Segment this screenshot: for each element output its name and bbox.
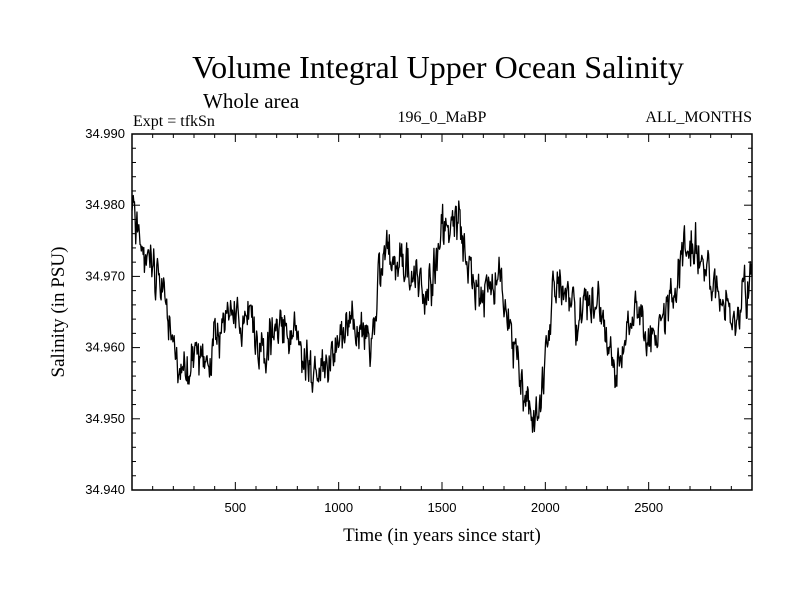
x-tick-label: 1500 (428, 500, 457, 515)
y-tick-label: 34.970 (85, 268, 125, 283)
y-tick-label: 34.980 (85, 197, 125, 212)
chart-subtitle: Whole area (203, 89, 300, 113)
x-tick-label: 500 (224, 500, 246, 515)
x-tick-labels: 500 1000 1500 2000 2500 (224, 500, 663, 515)
y-tick-labels: 34.940 34.950 34.960 34.970 34.980 34.990 (85, 126, 125, 497)
y-tick-label: 34.950 (85, 411, 125, 426)
plot-area (131, 133, 753, 491)
salinity-series-line (131, 194, 753, 433)
y-tick-label: 34.960 (85, 340, 125, 355)
x-axis-label: Time (in years since start) (343, 525, 541, 546)
experiment-label: Expt = tfkSn (133, 113, 215, 130)
months-label: ALL_MONTHS (645, 109, 752, 126)
x-tick-label: 2500 (634, 500, 663, 515)
x-tick-label: 1000 (324, 500, 353, 515)
center-label: 196_0_MaBP (398, 109, 487, 126)
x-tick-label: 2000 (531, 500, 560, 515)
y-tick-label: 34.940 (85, 482, 125, 497)
plot-frame (131, 133, 753, 491)
y-axis-label: Salinity (in PSU) (48, 247, 69, 378)
chart-title: Volume Integral Upper Ocean Salinity (192, 49, 684, 85)
y-tick-label: 34.990 (85, 126, 125, 141)
